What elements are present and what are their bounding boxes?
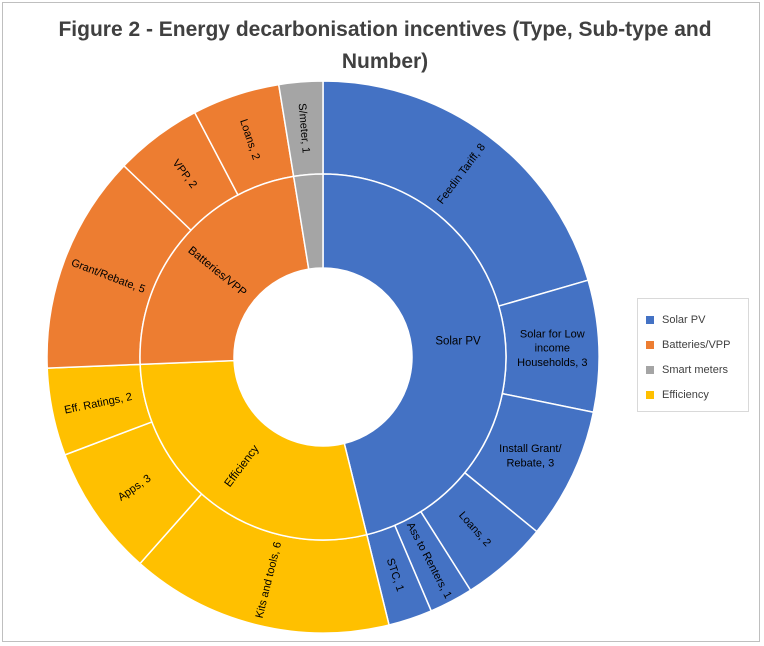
- inner-segment-batteries-vpp: [139, 175, 310, 366]
- chart-title: Figure 2 - Energy decarbonisation incent…: [58, 18, 712, 73]
- legend-item-solar-pv: Solar PV: [646, 307, 748, 332]
- inner-segment-solar-pv: [322, 173, 507, 536]
- legend-swatch: [646, 390, 654, 399]
- inner-label-solar-pv: Solar PV: [435, 336, 481, 348]
- inner-segment-smart-meters: [292, 173, 324, 271]
- legend-item-batteries-vpp: Batteries/VPP: [646, 332, 748, 357]
- outer-label-s-meter-1: S/meter, 1: [296, 103, 312, 154]
- legend-label: Smart meters: [662, 363, 729, 376]
- legend-swatch: [646, 365, 654, 374]
- legend-swatch: [646, 340, 654, 349]
- legend-item-efficiency: Efficiency: [646, 382, 748, 407]
- legend-label: Efficiency: [662, 388, 709, 401]
- legend-swatch: [646, 315, 654, 324]
- legend-label: Solar PV: [662, 313, 706, 326]
- inner-segment-efficiency: [139, 359, 368, 541]
- legend-item-smart-meters: Smart meters: [646, 357, 748, 382]
- legend-label: Batteries/VPP: [662, 338, 731, 351]
- outer-label-install-grant-rebate-3: Install Grant/Rebate, 3: [499, 443, 562, 469]
- outer-label-solar-for-low-income-households-3: Solar for Low income Households, 3: [517, 328, 587, 369]
- chart-legend: Solar PV Batteries/VPP Smart meters Effi…: [637, 298, 749, 412]
